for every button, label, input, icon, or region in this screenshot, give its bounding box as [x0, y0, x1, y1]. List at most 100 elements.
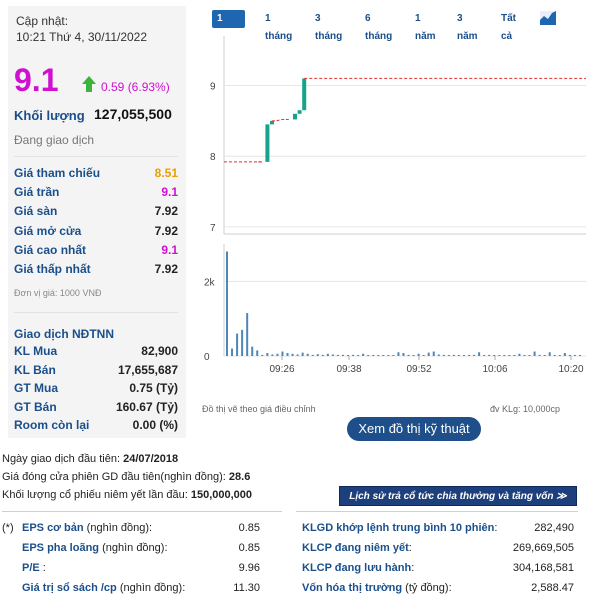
- volume-bar: [226, 251, 228, 356]
- volume-bar: [407, 354, 410, 356]
- fundamental-suffix: :: [39, 562, 46, 574]
- fundamental-value: 9.96: [238, 562, 260, 574]
- volume-bar: [392, 355, 395, 356]
- volume-bar: [563, 353, 566, 356]
- fundamental-label: KLCP đang niêm yết:: [302, 542, 412, 554]
- volume-bar: [347, 355, 350, 356]
- volume-bar: [321, 354, 324, 356]
- volume-bar: [402, 353, 405, 356]
- fundamental-label: Giá trị sổ sách /cp (nghìn đồng):: [2, 582, 185, 594]
- up-arrow-icon: [82, 76, 96, 92]
- volume-bar: [357, 355, 360, 356]
- volume-bar: [538, 354, 541, 356]
- volume-bar: [372, 354, 375, 356]
- fundamental-row: P/E : 9.96: [2, 562, 260, 580]
- tab-period[interactable]: 1 ngày: [212, 10, 246, 42]
- current-price: 9.1: [14, 62, 59, 98]
- volume-bar: [412, 355, 415, 356]
- volume-bar: [518, 353, 521, 356]
- volume-bar: [488, 354, 491, 356]
- volume-bar: [523, 355, 526, 356]
- price-candle: [293, 113, 297, 120]
- listing-info-label: Ngày giao dịch đầu tiên:: [2, 453, 124, 465]
- fundamental-key: KLGD khớp lệnh trung bình 10 phiên: [302, 522, 495, 534]
- dividend-history-button[interactable]: Lịch sử trả cổ tức chia thưởng và tăng v…: [339, 486, 577, 506]
- price-candle: [270, 120, 274, 125]
- tab-period[interactable]: 3 tháng: [315, 13, 343, 42]
- chart-icon[interactable]: [540, 11, 556, 25]
- volume-bar: [528, 355, 531, 356]
- fundamental-value: 269,669,505: [512, 542, 574, 554]
- listing-info-row: Ngày giao dịch đầu tiên: 24/07/2018: [2, 453, 178, 465]
- volume-bar: [533, 351, 536, 356]
- fundamental-value: 11.30: [233, 582, 260, 594]
- volume-bar: [578, 355, 581, 356]
- foreign-row-value: 0.00 (%): [132, 418, 178, 433]
- time-tick-label: 09:52: [406, 364, 431, 375]
- divider: [14, 312, 178, 313]
- price-row-label: Giá tham chiếu: [14, 166, 101, 180]
- tab-period[interactable]: 3 năm: [457, 13, 478, 42]
- volume-bar: [326, 353, 329, 356]
- price-row-label: Giá thấp nhất: [14, 262, 91, 276]
- price-row: Giá sàn 7.92: [14, 204, 178, 222]
- volume-bar: [291, 353, 294, 356]
- time-tick-label: 10:06: [482, 364, 507, 375]
- tab-period[interactable]: 1 tháng: [265, 13, 293, 42]
- tab-period[interactable]: Tất cả: [501, 13, 516, 42]
- volume-bar: [266, 353, 269, 356]
- volume-tick-label: 2k: [204, 277, 216, 288]
- fundamental-suffix: :: [408, 542, 412, 554]
- volume-bar: [387, 355, 390, 356]
- fundamental-suffix: (nghìn đồng):: [116, 582, 186, 594]
- listing-info-value: 150,000,000: [190, 489, 253, 501]
- volume-bar: [417, 353, 420, 356]
- quote-panel: Cập nhật: 10:21 Thứ 4, 30/11/2022 9.1 0.…: [8, 6, 186, 438]
- volume-bar: [246, 313, 249, 356]
- price-row-label: Giá sàn: [14, 204, 58, 219]
- chart-footer-note: Đồ thị vẽ theo giá điều chỉnh: [202, 404, 316, 414]
- fundamental-key: EPS cơ bản: [22, 522, 84, 534]
- volume-bar: [447, 355, 450, 356]
- fundamental-row: KLCP đang lưu hành: 304,168,581: [302, 562, 574, 580]
- volume-bar: [503, 355, 506, 356]
- volume-bar: [311, 354, 314, 356]
- volume-bar: [553, 355, 556, 356]
- volume-bar: [367, 355, 370, 356]
- fundamental-suffix: :: [411, 562, 415, 574]
- listing-info-label: Khối lượng cổ phiếu niêm yết lần đầu:: [2, 489, 191, 501]
- foreign-row: KL Mua 82,900: [14, 344, 178, 362]
- volume-bar: [498, 355, 501, 356]
- volume-bar: [286, 353, 289, 356]
- volume-bar: [271, 354, 274, 356]
- foreign-row: GT Mua 0.75 (Tỷ): [14, 381, 178, 399]
- volume-bar: [341, 354, 344, 356]
- fundamental-value: 2,588.47: [531, 582, 574, 594]
- volume-bar: [281, 351, 284, 356]
- volume-bar: [513, 355, 516, 356]
- volume-bar: [468, 355, 471, 356]
- tab-period[interactable]: 1 năm: [415, 13, 436, 42]
- unit-note: Đơn vị giá: 1000 VNĐ: [14, 288, 102, 298]
- price-line: [276, 118, 282, 122]
- volume-bar: [306, 353, 309, 356]
- fundamental-value: 0.85: [238, 522, 260, 534]
- volume-bar: [362, 353, 365, 356]
- fundamental-label: KLGD khớp lệnh trung bình 10 phiên:: [302, 522, 497, 534]
- listing-info-label: Giá đóng cửa phiên GD đầu tiên(nghìn đồn…: [2, 471, 229, 483]
- price-row: Giá tham chiếu 8.51: [14, 166, 178, 184]
- price-row-label: Giá mở cửa: [14, 223, 82, 238]
- price-row: Giá trần 9.1: [14, 185, 178, 203]
- volume-bar: [432, 351, 435, 356]
- fundamental-prefix: (*): [2, 522, 14, 534]
- price-change: 0.59 (6.93%): [101, 80, 170, 94]
- tab-period[interactable]: 6 tháng: [365, 13, 393, 42]
- volume-bar: [543, 355, 546, 356]
- volume-bar: [296, 354, 299, 356]
- volume-tick-label: 0: [204, 352, 210, 363]
- fundamental-key: P/E: [22, 562, 40, 574]
- foreign-row: GT Bán 160.67 (Tỷ): [14, 400, 178, 418]
- fundamental-suffix: (nghìn đồng):: [83, 522, 153, 534]
- fundamental-row: (*) EPS cơ bản (nghìn đồng): 0.85: [2, 522, 260, 540]
- technical-chart-button[interactable]: Xem đồ thị kỹ thuật: [347, 417, 481, 441]
